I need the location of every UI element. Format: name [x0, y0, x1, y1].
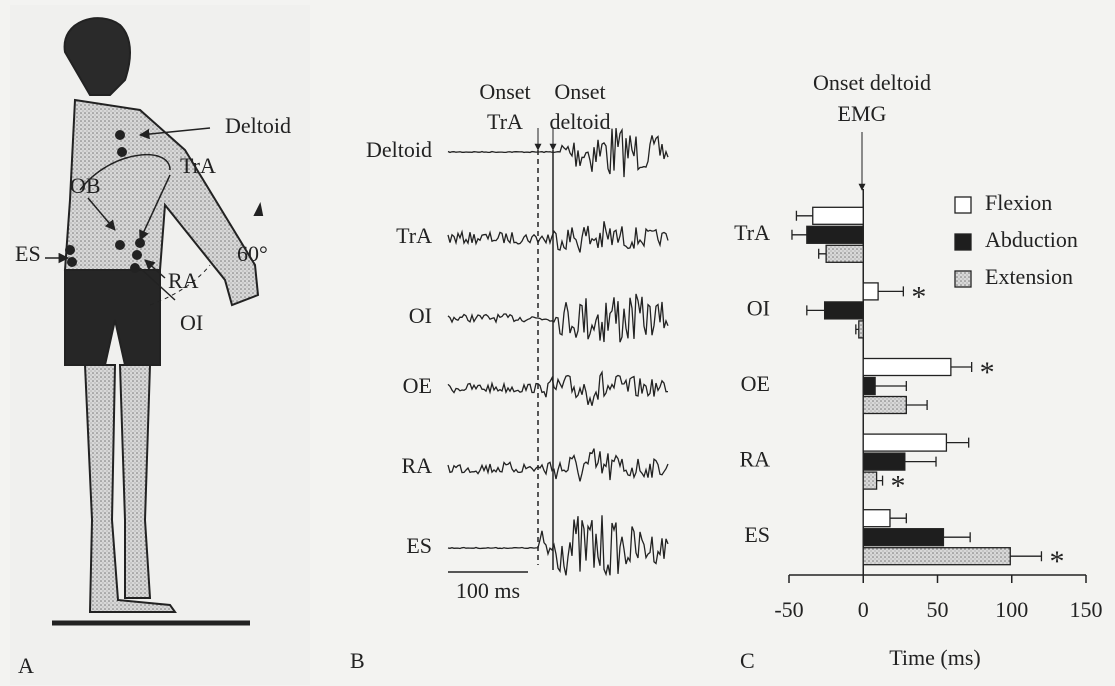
label: TrA — [180, 153, 216, 178]
panel-b: Deltoid TrA OI OE RA ES — [366, 127, 669, 577]
bar — [862, 433, 948, 452]
error-bar — [878, 286, 904, 297]
bar — [862, 395, 907, 415]
error-bar — [1010, 551, 1043, 562]
emg-trace — [447, 293, 669, 343]
error-bar — [904, 456, 937, 467]
significance: * — [1049, 545, 1064, 578]
onset-label: Onset — [479, 79, 530, 104]
bar — [806, 225, 864, 244]
significance: * — [891, 469, 906, 502]
label: OB — [70, 173, 101, 198]
trace-label: OE — [403, 373, 432, 398]
bar — [812, 206, 864, 225]
error-bar — [946, 437, 970, 448]
error-bar — [806, 305, 825, 316]
onset-label: deltoid — [549, 109, 610, 134]
x-tick-label: 100 — [995, 597, 1028, 622]
legend-swatch — [954, 270, 972, 288]
x-tick-label: 50 — [927, 597, 949, 622]
error-bar — [791, 229, 807, 240]
bar — [862, 528, 945, 547]
error-bar — [855, 324, 859, 335]
label: ES — [15, 241, 41, 266]
bar — [862, 509, 891, 528]
x-tick-label: 0 — [858, 597, 869, 622]
trace-label: TrA — [396, 223, 432, 248]
bar — [858, 320, 864, 339]
scale-label: 100 ms — [456, 578, 520, 603]
label: 60° — [237, 241, 268, 266]
legend-swatch — [954, 196, 972, 214]
trace-label: RA — [401, 453, 432, 478]
legend-label: Flexion — [985, 190, 1052, 215]
x-tick-label: -50 — [774, 597, 803, 622]
error-bar — [875, 381, 907, 391]
panel-a — [10, 5, 310, 685]
y-tick-label: TrA — [734, 220, 770, 245]
y-tick-label: RA — [739, 447, 770, 472]
legend-swatch — [954, 233, 972, 251]
emg-trace — [447, 370, 669, 406]
error-bar — [950, 362, 973, 372]
emg-trace — [447, 127, 669, 178]
bar — [862, 452, 906, 471]
panel-letter: B — [350, 648, 365, 673]
panel-c: -50 0 50 100 150 TrA OI * OE * RA * ES * Flexion Abduct… — [734, 189, 1103, 622]
trace-label: Deltoid — [366, 137, 432, 162]
emg-trace — [447, 221, 669, 253]
significance: * — [911, 280, 926, 313]
error-bar — [943, 532, 971, 543]
error-bar — [906, 400, 928, 410]
onset-label: TrA — [487, 109, 523, 134]
emg-trace — [447, 448, 669, 482]
bar — [862, 282, 879, 301]
annotation: EMG — [838, 101, 887, 126]
x-tick-label: 150 — [1070, 597, 1103, 622]
legend-label: Abduction — [985, 227, 1078, 252]
trace-label: ES — [406, 533, 432, 558]
error-bar — [889, 513, 907, 524]
onset-label: Onset — [554, 79, 605, 104]
bar — [862, 357, 952, 377]
bar — [862, 471, 878, 490]
trace-label: OI — [409, 303, 432, 328]
annotation: Onset deltoid — [813, 70, 931, 95]
y-tick-label: ES — [744, 522, 770, 547]
significance: * — [980, 356, 995, 389]
bar — [825, 244, 864, 263]
error-bar — [818, 248, 827, 259]
error-bar — [795, 210, 813, 221]
error-bar — [876, 475, 884, 486]
x-axis-label: Time (ms) — [889, 645, 980, 670]
bar — [862, 547, 1011, 566]
emg-trace — [447, 515, 669, 577]
bar — [823, 301, 864, 320]
label: OI — [180, 310, 203, 335]
label: Deltoid — [225, 113, 291, 138]
panel-letter: C — [740, 648, 755, 673]
label: RA — [168, 268, 199, 293]
bar — [862, 376, 876, 396]
panel-letter: A — [18, 653, 34, 678]
legend-label: Extension — [985, 264, 1073, 289]
y-tick-label: OI — [747, 295, 770, 320]
y-tick-label: OE — [741, 371, 770, 396]
